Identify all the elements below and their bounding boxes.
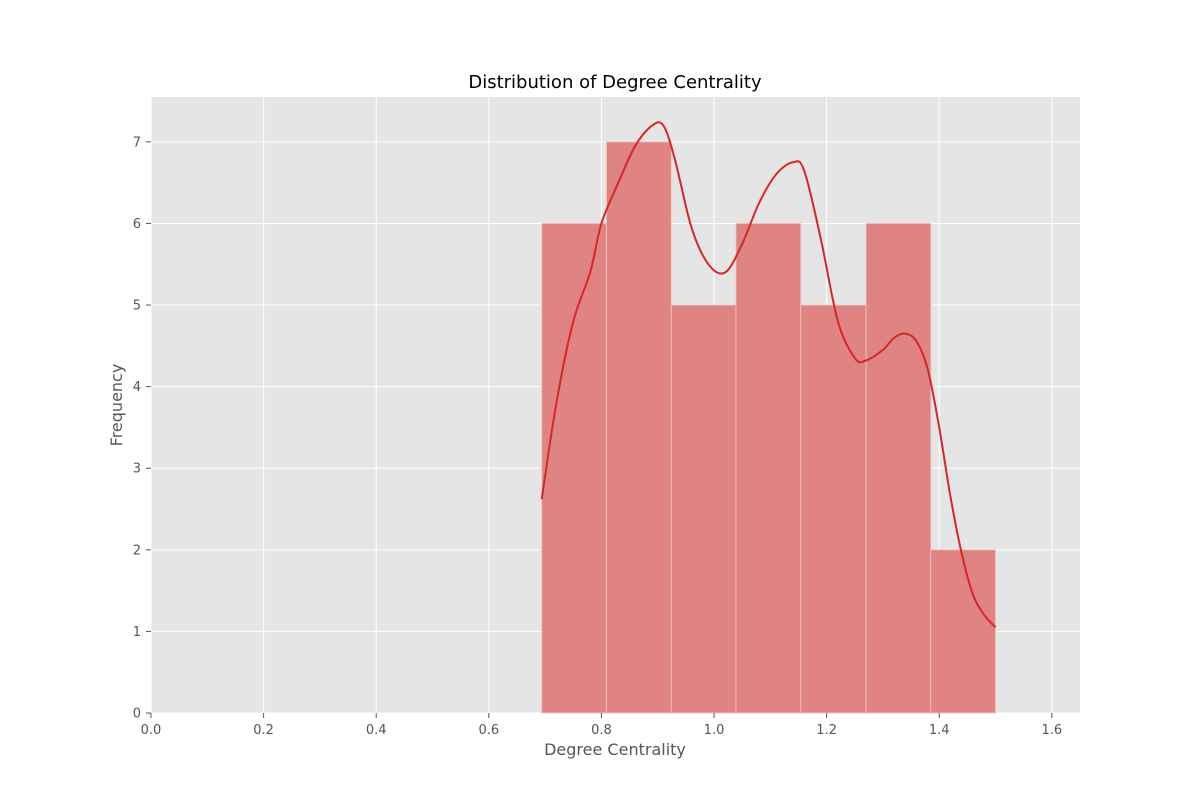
- x-tick-label: 0.2: [253, 723, 274, 738]
- histogram-bar: [735, 223, 802, 714]
- x-axis-label: Degree Centrality: [544, 740, 686, 759]
- histogram-bars: [541, 141, 996, 714]
- x-tick-label: 0.0: [141, 723, 162, 738]
- y-tick-label: 0: [133, 707, 141, 722]
- y-axis-ticks: 0 1 2 3 4 5 6 7: [133, 135, 151, 722]
- y-tick-label: 2: [133, 543, 141, 558]
- x-tick-label: 1.6: [1042, 723, 1063, 738]
- y-tick-label: 7: [133, 135, 141, 150]
- histogram-bar: [606, 141, 672, 714]
- x-tick-label: 0.6: [478, 723, 499, 738]
- x-tick-label: 1.4: [929, 723, 950, 738]
- histogram-bar: [541, 223, 607, 714]
- x-tick-label: 1.2: [816, 723, 837, 738]
- histogram-bar: [865, 223, 932, 714]
- histogram-bar: [930, 549, 996, 714]
- histogram-bar: [800, 304, 867, 714]
- x-tick-label: 0.4: [366, 723, 387, 738]
- y-tick-label: 6: [133, 217, 141, 232]
- histogram-bar: [670, 304, 737, 714]
- y-axis-label: Frequency: [107, 364, 126, 447]
- x-tick-label: 1.0: [704, 723, 725, 738]
- kde-line: [540, 121, 997, 628]
- y-tick-label: 4: [133, 380, 141, 395]
- x-tick-label: 0.8: [591, 723, 612, 738]
- y-tick-label: 5: [133, 299, 141, 314]
- y-tick-label: 3: [133, 462, 141, 477]
- chart-title: Distribution of Degree Centrality: [468, 72, 762, 93]
- y-tick-label: 1: [133, 625, 141, 640]
- x-axis-ticks: 0.0 0.2 0.4 0.6 0.8 1.0 1.2 1.4 1.6: [141, 713, 1063, 738]
